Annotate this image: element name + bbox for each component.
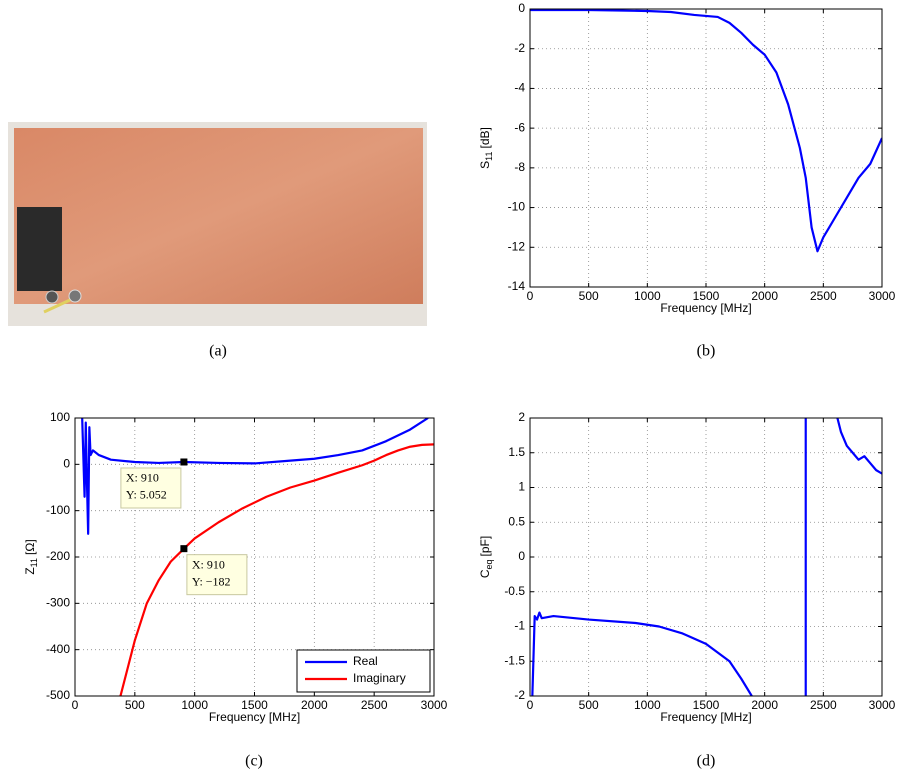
datatip-text: Y: −182 <box>192 574 231 588</box>
y-label-unit: [dB] <box>478 127 492 148</box>
x-tick-label: 1000 <box>634 698 661 712</box>
y-axis-label: Ceq [pF] <box>478 536 494 578</box>
y-tick-label: -200 <box>46 549 70 563</box>
x-tick-label: 2500 <box>810 289 837 303</box>
legend-box <box>296 649 431 693</box>
y-label-sub: 11 <box>29 558 39 567</box>
y-tick-label: -6 <box>514 120 525 134</box>
y-label-unit: [pF] <box>478 536 492 557</box>
y-tick-label: -4 <box>514 81 525 95</box>
y-tick-label: -10 <box>508 200 526 214</box>
axes-frame <box>529 8 883 288</box>
x-axis-label: Frequency [MHz] <box>660 710 751 724</box>
caption: (c) <box>245 753 263 770</box>
x-tick-label: 3000 <box>421 698 448 712</box>
x-tick-label: 500 <box>125 698 145 712</box>
y-tick-label: -12 <box>508 239 526 253</box>
y-tick-label: -400 <box>46 642 70 656</box>
chart: 0 500 1000 1500 2000 2500 3000 -2 -1.5 -1 -0.5 0 0.5… <box>478 410 895 724</box>
connector <box>68 289 82 303</box>
caption: (d) <box>697 753 716 770</box>
x-tick-label: 0 <box>527 289 534 303</box>
y-tick-label: -1.5 <box>504 653 525 667</box>
data-line <box>531 418 882 696</box>
data-line <box>119 443 434 696</box>
caption: (a) <box>209 343 227 360</box>
x-tick-label: 1000 <box>634 289 661 303</box>
plot-area <box>530 9 882 287</box>
data-line <box>530 9 882 253</box>
y-tick-label: -14 <box>508 279 526 293</box>
x-tick-label: 2000 <box>301 698 328 712</box>
y-label-sub: 11 <box>484 152 494 161</box>
antenna-element <box>17 207 62 291</box>
x-tick-label: 0 <box>72 698 79 712</box>
datatip-text: X: 910 <box>192 557 225 571</box>
y-tick-label: -100 <box>46 503 70 517</box>
y-tick-label: -0.5 <box>504 584 525 598</box>
y-tick-label: 0 <box>518 1 525 15</box>
x-tick-label: 2500 <box>361 698 388 712</box>
caption: (b) <box>697 343 716 360</box>
y-label-base: C <box>478 569 492 578</box>
x-axis-label: Frequency [MHz] <box>660 301 751 315</box>
connector <box>45 290 59 304</box>
y-tick-label: -2 <box>514 41 525 55</box>
datatip-marker <box>180 458 188 466</box>
legend-label: Real <box>353 654 378 668</box>
x-tick-label: 2500 <box>810 698 837 712</box>
y-tick-label: -500 <box>46 688 70 702</box>
y-tick-label: -1 <box>514 619 525 633</box>
datatip-box <box>120 467 182 509</box>
datatip-text: X: 910 <box>126 471 159 485</box>
y-tick-label: 0 <box>63 457 70 471</box>
y-label-unit: [Ω] <box>23 539 37 555</box>
y-tick-label: -8 <box>514 160 525 174</box>
y-tick-label: -300 <box>46 596 70 610</box>
y-tick-label: 2 <box>518 410 525 424</box>
x-tick-label: 1500 <box>241 698 268 712</box>
y-tick-label: 1.5 <box>508 445 525 459</box>
x-tick-label: 500 <box>579 289 599 303</box>
x-tick-label: 3000 <box>869 698 896 712</box>
x-tick-label: 2000 <box>751 698 778 712</box>
x-tick-label: 1000 <box>181 698 208 712</box>
y-label-sub: eq <box>484 559 494 569</box>
axes-frame <box>74 417 435 697</box>
x-tick-label: 500 <box>579 698 599 712</box>
x-tick-label: 0 <box>527 698 534 712</box>
datatip-text: Y: 5.052 <box>126 488 167 502</box>
x-tick-label: 3000 <box>869 289 896 303</box>
y-tick-label: 0 <box>518 549 525 563</box>
y-label-base: S <box>478 161 492 169</box>
data-line <box>81 418 429 535</box>
datatip-box <box>186 554 248 596</box>
datatip-marker <box>180 545 188 553</box>
y-tick-label: -2 <box>514 688 525 702</box>
y-tick-label: 0.5 <box>508 514 525 528</box>
chart: 0 500 1000 1500 2000 2500 3000 -14 -12 -10 -8 -6 -4 -… <box>478 1 895 315</box>
wire <box>43 298 71 314</box>
y-tick-label: 1 <box>518 480 525 494</box>
pcb-board <box>14 128 423 304</box>
x-axis-label: Frequency [MHz] <box>209 710 300 724</box>
y-axis-label: Z11 [Ω] <box>23 539 39 574</box>
legend-label: Imaginary <box>353 671 406 685</box>
axes-frame <box>529 417 883 697</box>
x-tick-label: 1500 <box>693 289 720 303</box>
photo <box>8 122 427 326</box>
y-tick-label: 100 <box>50 410 70 424</box>
chart: 0 500 1000 1500 2000 2500 3000-500-400-300-200… <box>23 410 447 724</box>
y-axis-label: S11 [dB] <box>478 127 494 169</box>
x-tick-label: 2000 <box>751 289 778 303</box>
x-tick-label: 1500 <box>693 698 720 712</box>
y-label-base: Z <box>23 567 37 574</box>
